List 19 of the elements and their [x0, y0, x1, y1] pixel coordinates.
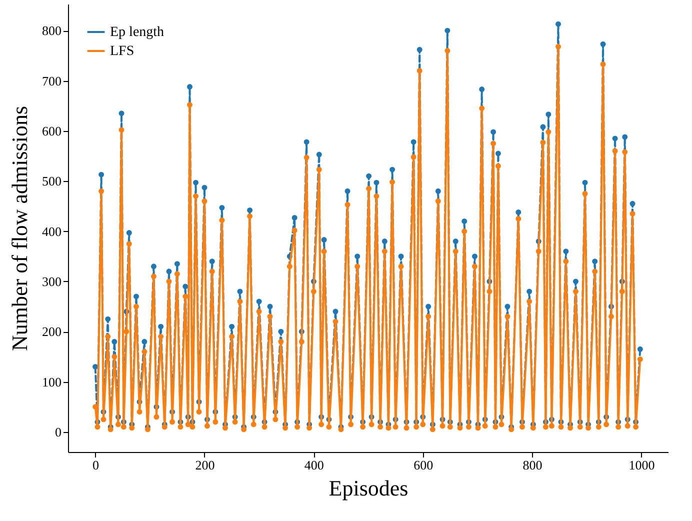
y-tick-label: 200: [42, 324, 62, 340]
x-tick-label: 0: [92, 458, 100, 472]
x-axis-title: Episodes: [328, 476, 408, 500]
y-tick-label: 400: [42, 224, 62, 239]
legend-label: LFS: [110, 44, 134, 59]
x-tick-label: 200: [195, 458, 215, 472]
y-tick-label: 600: [42, 123, 62, 138]
y-tick-label: 300: [42, 274, 62, 289]
y-axis-title: Number of flow admissions: [7, 106, 32, 352]
x-tick-label: 400: [304, 458, 324, 472]
x-tick-label: 800: [522, 458, 542, 472]
y-tick-label: 100: [42, 374, 62, 390]
y-tick-label: 700: [42, 73, 62, 88]
x-tick-label: 600: [414, 458, 434, 472]
y-tick-label: 800: [42, 23, 62, 38]
y-tick-label: 0: [55, 424, 62, 440]
y-tick-label: 500: [42, 174, 62, 189]
x-tick-label: 1000: [628, 458, 655, 472]
legend-label: Ep length: [110, 25, 164, 40]
